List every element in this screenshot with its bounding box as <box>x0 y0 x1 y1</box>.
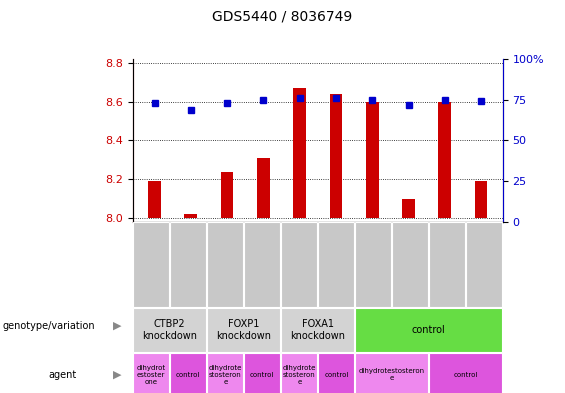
Bar <box>293 88 306 218</box>
Bar <box>402 199 415 218</box>
Text: dihydrot
estoster
one: dihydrot estoster one <box>137 365 166 384</box>
Text: agent: agent <box>48 369 76 380</box>
Text: CTBP2
knockdown: CTBP2 knockdown <box>142 319 197 340</box>
Text: dihydrote
stosteron
e: dihydrote stosteron e <box>208 365 242 384</box>
Text: dihydrotestosteron
e: dihydrotestosteron e <box>359 368 425 381</box>
Text: control: control <box>412 325 446 335</box>
Text: FOXA1
knockdown: FOXA1 knockdown <box>290 319 345 340</box>
Text: control: control <box>250 371 275 378</box>
Bar <box>438 102 451 218</box>
Bar <box>329 94 342 218</box>
Text: GDS5440 / 8036749: GDS5440 / 8036749 <box>212 10 353 24</box>
Bar <box>185 214 197 218</box>
Text: FOXP1
knockdown: FOXP1 knockdown <box>216 319 271 340</box>
Text: control: control <box>176 371 201 378</box>
Bar <box>221 172 233 218</box>
Text: control: control <box>324 371 349 378</box>
Text: control: control <box>454 371 478 378</box>
Bar <box>148 181 161 218</box>
Text: dihydrote
stosteron
e: dihydrote stosteron e <box>282 365 316 384</box>
Bar <box>257 158 270 218</box>
Bar <box>366 102 379 218</box>
Bar <box>475 181 488 218</box>
Text: genotype/variation: genotype/variation <box>3 321 95 331</box>
Text: ▶: ▶ <box>113 321 121 331</box>
Text: ▶: ▶ <box>113 369 121 380</box>
